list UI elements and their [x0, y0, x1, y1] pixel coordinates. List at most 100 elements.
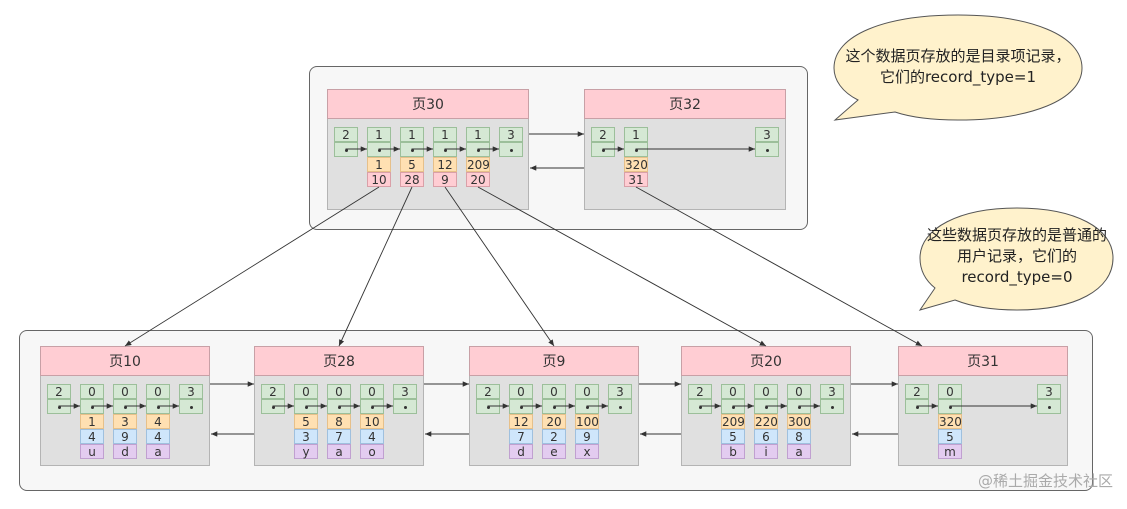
record-column: i: [754, 444, 778, 459]
callout-bubble-bottom: [918, 207, 1114, 311]
child-page-pointer-arrow: [477, 186, 767, 347]
next-record-pointer: [367, 142, 391, 157]
infimum-next-pointer: [261, 399, 285, 414]
record-type: 0: [509, 384, 533, 399]
record-column: a: [146, 444, 170, 459]
page-title: 页30: [327, 89, 529, 119]
supremum-pointer: [179, 399, 203, 414]
infimum-record-type: 2: [261, 384, 285, 399]
primary-key: 209: [721, 414, 745, 429]
record-type: 0: [327, 384, 351, 399]
supremum-record-type: 3: [608, 384, 632, 399]
record-type: 0: [721, 384, 745, 399]
data-page: 页20 2 0 209 5 b 0 220 6 i 0 300 8 a 3: [681, 346, 851, 466]
primary-key: 320: [624, 157, 648, 172]
primary-key: 1: [367, 157, 391, 172]
record-type: 0: [754, 384, 778, 399]
primary-key: 12: [509, 414, 533, 429]
infimum-next-pointer: [905, 399, 929, 414]
record-column: 6: [754, 429, 778, 444]
infimum-record-type: 2: [476, 384, 500, 399]
record-column: b: [721, 444, 745, 459]
next-record-pointer: [624, 142, 648, 157]
record-type: 1: [624, 127, 648, 142]
record-type: 0: [938, 384, 962, 399]
primary-key: 20: [542, 414, 566, 429]
child-page-pointer-arrow: [338, 186, 413, 347]
child-page-pointer-arrow: [444, 186, 555, 347]
callout-bubble-top: [833, 14, 1083, 121]
record-column: 10: [367, 172, 391, 187]
callout-top-text: 这个数据页存放的是目录项记录，它们的record_type=1: [845, 47, 1071, 86]
next-record-pointer: [433, 142, 457, 157]
record-column: 4: [146, 429, 170, 444]
infimum-record-type: 2: [47, 384, 71, 399]
record-column: d: [113, 444, 137, 459]
next-record-pointer: [938, 399, 962, 414]
record-column: 9: [575, 429, 599, 444]
page-title: 页28: [254, 346, 424, 376]
record-column: m: [938, 444, 962, 459]
record-column: 31: [624, 172, 648, 187]
infimum-record-type: 2: [688, 384, 712, 399]
record-column: 20: [466, 172, 490, 187]
next-record-pointer: [754, 399, 778, 414]
primary-key: 12: [433, 157, 457, 172]
record-column: 28: [400, 172, 424, 187]
primary-key: 1: [80, 414, 104, 429]
supremum-record-type: 3: [1037, 384, 1061, 399]
supremum-record-type: 3: [393, 384, 417, 399]
record-column: y: [294, 444, 318, 459]
infimum-next-pointer: [47, 399, 71, 414]
supremum-record-type: 3: [755, 127, 779, 142]
record-column: d: [509, 444, 533, 459]
primary-key: 3: [113, 414, 137, 429]
next-record-pointer: [146, 399, 170, 414]
record-type: 1: [433, 127, 457, 142]
page-body: [584, 119, 786, 210]
record-column: e: [542, 444, 566, 459]
primary-key: 8: [327, 414, 351, 429]
primary-key: 100: [575, 414, 599, 429]
record-column: 5: [938, 429, 962, 444]
record-type: 0: [360, 384, 384, 399]
child-page-pointer-arrow: [635, 186, 923, 347]
record-type: 0: [787, 384, 811, 399]
callout-bottom-text: 这些数据页存放的是普通的用户记录，它们的record_type=0: [927, 226, 1108, 286]
next-record-pointer: [787, 399, 811, 414]
page-body: [327, 119, 529, 210]
supremum-pointer: [608, 399, 632, 414]
page-title: 页9: [469, 346, 639, 376]
primary-key: 300: [787, 414, 811, 429]
supremum-pointer: [820, 399, 844, 414]
supremum-record-type: 3: [820, 384, 844, 399]
record-column: 9: [113, 429, 137, 444]
watermark: @稀土掘金技术社区: [977, 472, 1113, 490]
record-type: 1: [466, 127, 490, 142]
next-record-pointer: [721, 399, 745, 414]
primary-key: 5: [294, 414, 318, 429]
record-type: 0: [575, 384, 599, 399]
data-page: 页10 2 0 1 4 u 0 3 9 d 0 4 4 a 3: [40, 346, 210, 466]
primary-key: 209: [466, 157, 490, 172]
record-type: 0: [80, 384, 104, 399]
page-title: 页31: [898, 346, 1068, 376]
next-record-pointer: [113, 399, 137, 414]
infimum-next-pointer: [334, 142, 358, 157]
next-record-pointer: [509, 399, 533, 414]
record-column: 4: [360, 429, 384, 444]
supremum-record-type: 3: [179, 384, 203, 399]
record-column: 4: [80, 429, 104, 444]
data-page: 页30 2 1 1 10 1 5 28 1 12 9 1 209 20 3: [327, 89, 529, 210]
next-record-pointer: [294, 399, 318, 414]
supremum-pointer: [1037, 399, 1061, 414]
record-column: u: [80, 444, 104, 459]
record-column: 7: [509, 429, 533, 444]
infimum-next-pointer: [476, 399, 500, 414]
primary-key: 220: [754, 414, 778, 429]
next-record-pointer: [400, 142, 424, 157]
record-column: 7: [327, 429, 351, 444]
data-page: 页28 2 0 5 3 y 0 8 7 a 0 10 4 o 3: [254, 346, 424, 466]
primary-key: 320: [938, 414, 962, 429]
